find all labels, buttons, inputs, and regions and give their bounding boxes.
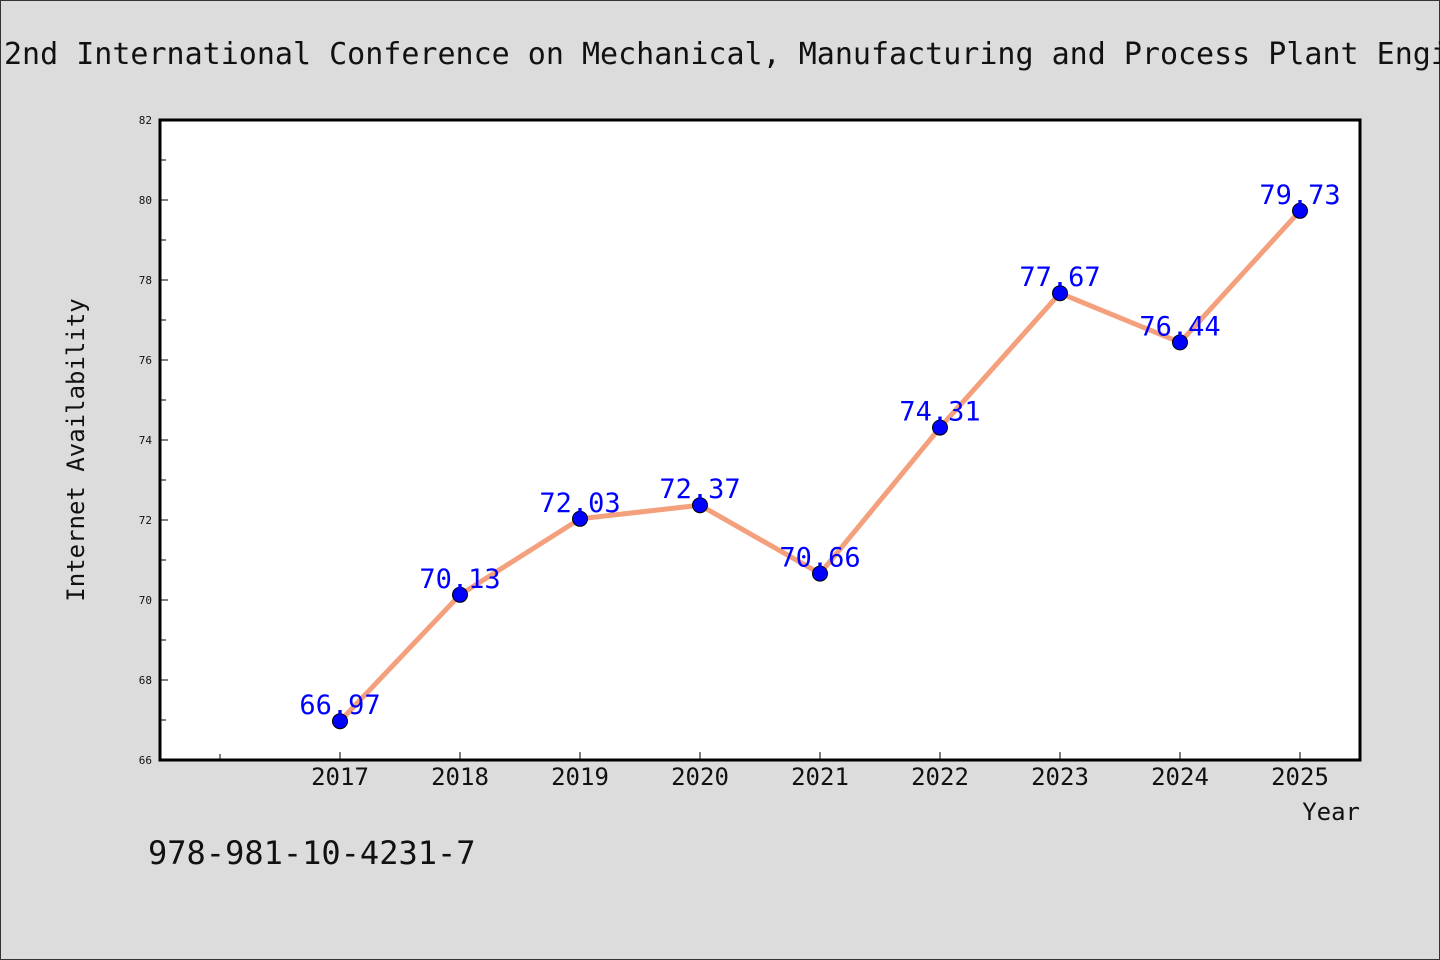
data-label: 77.67: [1019, 262, 1100, 293]
data-label: 72.37: [659, 474, 740, 505]
y-tick-label: 70: [139, 594, 152, 607]
x-tick-label: 2025: [1271, 763, 1329, 791]
data-label: 79.73: [1259, 180, 1340, 211]
isbn-footer: 978-981-10-4231-7: [148, 834, 476, 872]
data-label: 76.44: [1139, 311, 1220, 342]
y-tick-label: 74: [139, 434, 153, 447]
y-tick-label: 78: [139, 274, 152, 287]
chart-title: 2nd International Conference on Mechanic…: [4, 37, 1440, 72]
y-axis-label: Internet Availability: [62, 298, 90, 601]
data-markers: [332, 202, 1308, 730]
y-tick-label: 72: [139, 514, 152, 527]
data-point: [1052, 285, 1068, 302]
x-tick-label: 2021: [791, 763, 849, 791]
data-point: [1292, 202, 1308, 219]
y-axis: 66 68 70 72 74 76 78 80 82: [139, 114, 168, 767]
data-point: [692, 497, 708, 514]
data-point: [452, 586, 468, 603]
data-label: 70.13: [419, 564, 500, 595]
y-tick-label: 66: [139, 754, 152, 767]
data-label: 74.31: [899, 397, 980, 428]
data-point: [332, 713, 348, 730]
x-axis: 2017 2018 2019 2020 2021 2022 2023 2024 2025: [219, 752, 1329, 791]
data-point: [1172, 334, 1188, 351]
y-tick-label: 80: [139, 194, 152, 207]
x-tick-label: 2019: [551, 763, 609, 791]
y-tick-label: 82: [139, 114, 152, 127]
data-label: 72.03: [539, 488, 620, 519]
x-tick-label: 2023: [1031, 763, 1089, 791]
data-point: [812, 565, 828, 582]
data-label: 66.97: [299, 690, 380, 721]
data-point: [572, 510, 588, 527]
data-point: [932, 419, 948, 436]
y-tick-label: 76: [139, 354, 152, 367]
x-tick-label: 2020: [671, 763, 729, 791]
x-tick-label: 2024: [1151, 763, 1209, 791]
data-label: 70.66: [779, 543, 860, 574]
y-tick-label: 68: [139, 674, 152, 687]
x-tick-label: 2022: [911, 763, 969, 791]
x-axis-label: Year: [1302, 798, 1360, 826]
x-tick-label: 2017: [311, 763, 369, 791]
data-labels: 66.97 70.13 72.03 72.37 70.66 74.31 77.67 76.44…: [299, 180, 1340, 721]
x-tick-label: 2018: [431, 763, 489, 791]
plot-area: [158, 118, 1362, 762]
